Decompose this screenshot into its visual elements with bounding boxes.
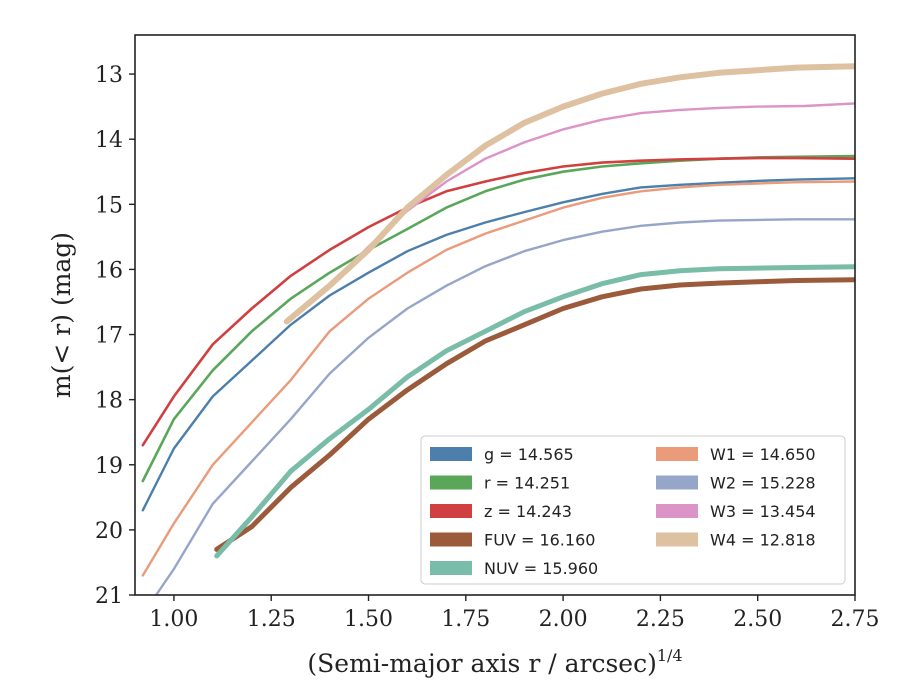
legend-label-r: r = 14.251	[484, 474, 570, 493]
series-line-w2	[154, 218, 855, 595]
series-line-nuv	[214, 264, 855, 559]
y-tick-label: 13	[95, 63, 123, 88]
x-axis-label-superscript: 1/4	[657, 646, 683, 665]
legend-frame	[420, 435, 846, 585]
series-line-fuv	[214, 277, 855, 552]
legend-label-z: z = 14.243	[484, 502, 572, 521]
legend-swatch-w1	[656, 447, 698, 461]
x-tick-label: 1.25	[247, 607, 296, 632]
legend: g = 14.565 r = 14.251 z = 14.243 FUV = 16.1…	[420, 435, 846, 585]
x-axis: 1.00 1.25 1.50 1.75 2.00 2.25 2.50 2.75	[149, 595, 879, 632]
y-tick-label: 21	[95, 584, 123, 609]
legend-swatch-nuv	[430, 561, 472, 575]
y-tick-label: 15	[95, 193, 123, 218]
y-tick-label: 16	[95, 258, 123, 283]
series-line-z	[141, 156, 855, 447]
legend-swatch-r	[430, 475, 472, 490]
legend-label-w1: W1 = 14.650	[710, 445, 816, 464]
y-tick-label: 17	[95, 324, 123, 349]
legend-label-w4: W4 = 12.818	[710, 531, 816, 550]
legend-swatch-w2	[656, 475, 698, 490]
x-tick-label: 2.00	[539, 607, 588, 632]
x-tick-label: 1.75	[441, 607, 490, 632]
legend-swatch-z	[430, 504, 472, 518]
y-tick-label: 20	[95, 519, 123, 544]
x-axis-label: (Semi-major axis r / arcsec)1/4	[307, 646, 682, 678]
x-axis-label-text: (Semi-major axis r / arcsec)	[307, 649, 656, 678]
series-line-w1	[141, 180, 855, 577]
x-tick-label: 1.50	[344, 607, 393, 632]
legend-label-w3: W3 = 13.454	[710, 502, 816, 521]
legend-label-fuv: FUV = 16.160	[484, 531, 595, 550]
legend-label-g: g = 14.565	[484, 445, 574, 464]
y-axis: 13 14 15 16 17 18 19 20 21	[95, 63, 135, 609]
legend-swatch-w4	[656, 532, 698, 547]
y-tick-label: 18	[95, 389, 123, 414]
legend-swatch-w3	[656, 504, 698, 518]
y-axis-label: m(< r) (mag)	[47, 232, 76, 398]
x-tick-label: 2.25	[636, 607, 685, 632]
plot-frame	[134, 34, 856, 596]
series-line-w4	[283, 63, 855, 325]
x-tick-label: 1.00	[149, 607, 198, 632]
x-tick-label: 2.50	[733, 607, 782, 632]
legend-swatch-g	[430, 447, 472, 461]
legend-swatch-fuv	[430, 532, 472, 547]
series-line-g	[141, 177, 855, 512]
legend-label-nuv: NUV = 15.960	[484, 559, 598, 578]
series-layer	[141, 63, 855, 595]
y-tick-label: 19	[95, 454, 123, 479]
y-tick-label: 14	[95, 128, 123, 153]
x-tick-label: 2.75	[831, 607, 880, 632]
legend-label-w2: W2 = 15.228	[710, 474, 816, 493]
